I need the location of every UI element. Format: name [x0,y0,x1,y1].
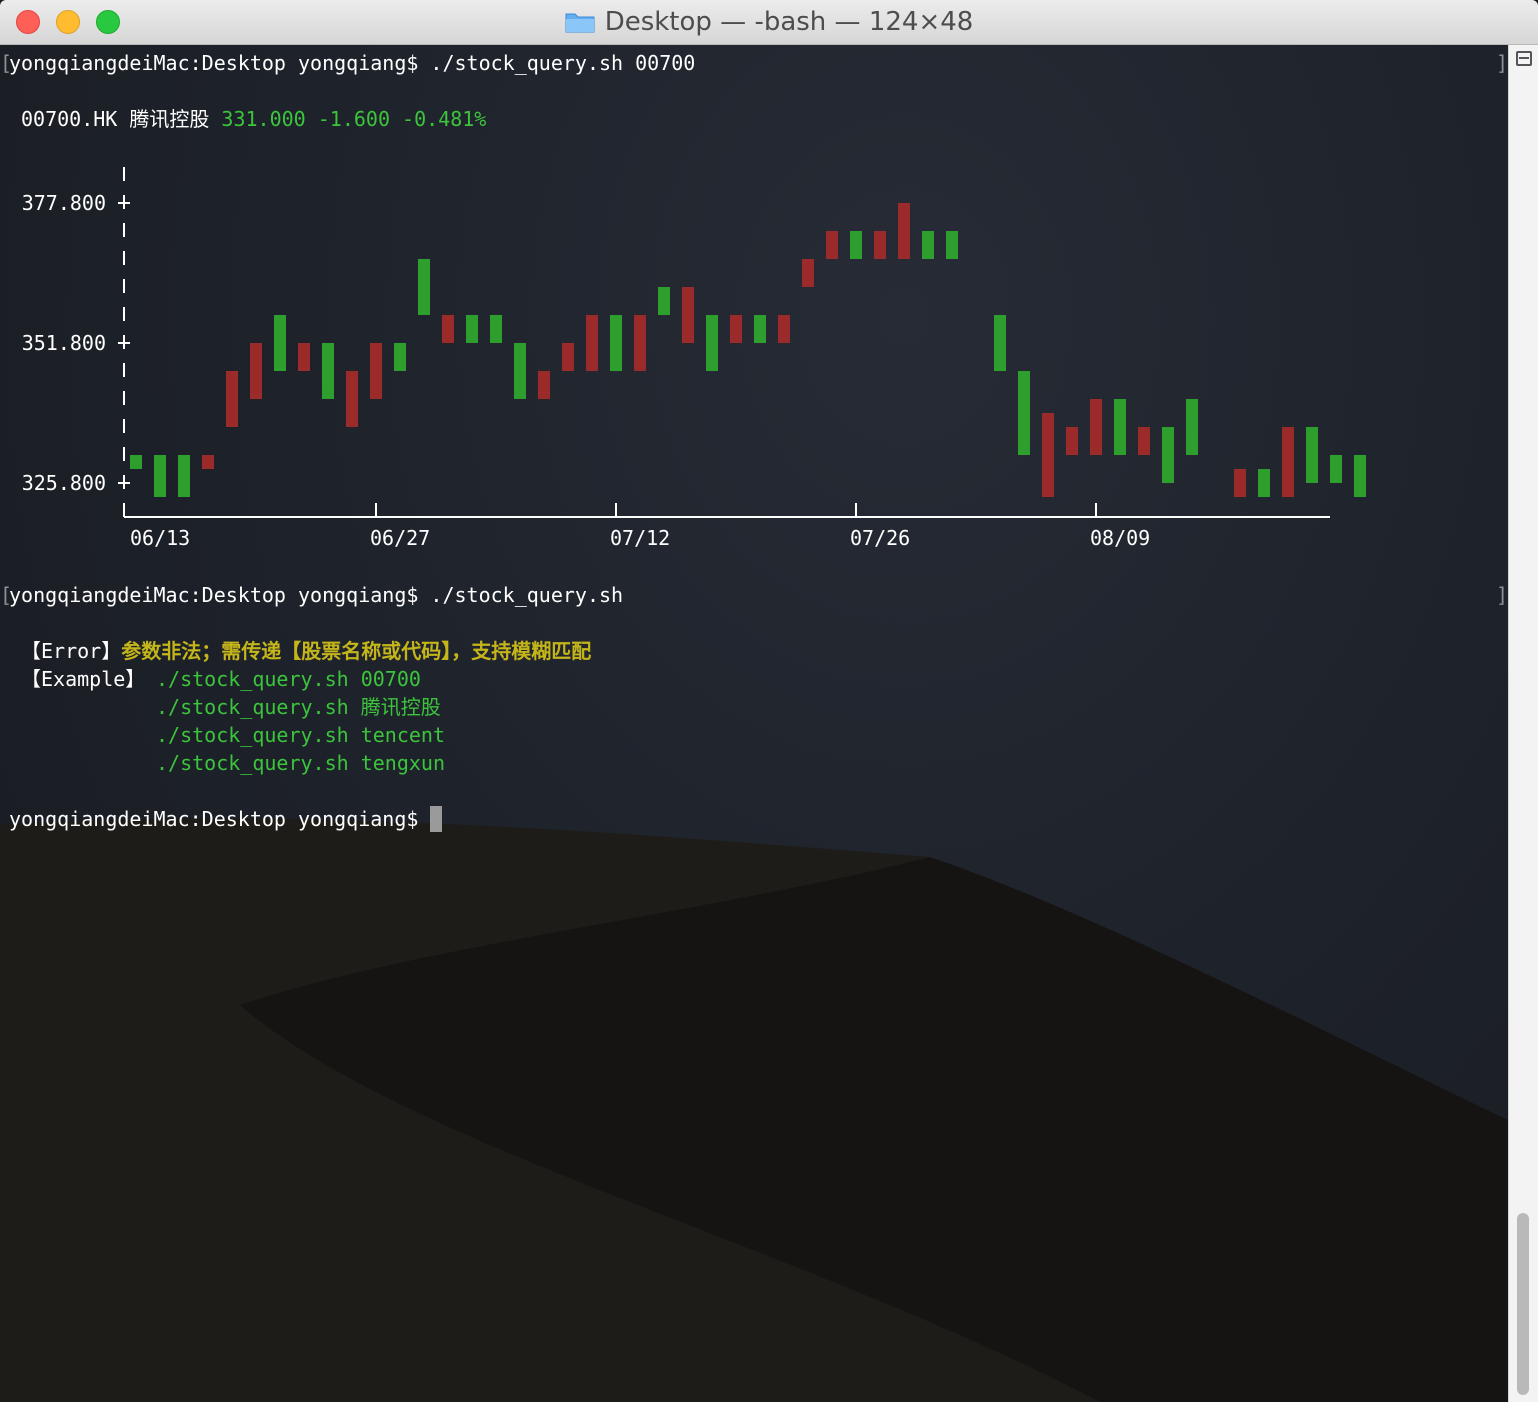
minimize-button[interactable] [56,10,80,34]
stock-chart: 377.800 351.800 325.800 06/13 06/27 07/12 07/2… [22,167,1366,550]
prompt-line-2: yongqiangdeiMac:Desktop yongqiang$ ./sto… [9,583,624,607]
candle-bar [1066,427,1078,455]
mark-bracket-left-2: [ [0,583,13,607]
mark-bracket-right-2: ] [1496,583,1508,607]
candle-bar [202,455,214,469]
close-button[interactable] [16,10,40,34]
x-tick-label: 08/09 [1090,526,1150,550]
candle-bar [826,231,838,259]
prompt-line-3[interactable]: yongqiangdeiMac:Desktop yongqiang$ [9,805,443,833]
mark-bracket-left: [ [0,51,13,75]
mark-bracket-right: ] [1496,51,1508,75]
example-line: ./stock_query.sh tencent [156,723,445,747]
candle-bar [1330,455,1342,483]
example-line: ./stock_query.sh 腾讯控股 [156,695,441,719]
window-title-text: Desktop — -bash — 124×48 [604,7,974,37]
quote-line: 00700.HK 腾讯控股 331.000 -1.600 -0.481% [21,105,486,133]
prompt-line-1: yongqiangdeiMac:Desktop yongqiang$ ./sto… [9,51,696,75]
candle-bar [730,315,742,343]
error-message: 参数非法；需传递【股票名称或代码】，支持模糊匹配 [121,639,592,663]
candle-bar [898,203,910,259]
stock-code: 00700.HK 腾讯控股 [21,107,210,131]
candle-bar [1186,399,1198,455]
candle-bar [922,231,934,259]
candle-bar [706,315,718,371]
candle-bar [346,371,358,427]
candle-bar [418,259,430,315]
x-tick-label: 06/27 [370,526,430,550]
candle-bar [658,287,670,315]
x-tick-label: 07/12 [610,526,670,550]
y-tick-label: 351.800 [22,331,106,355]
candle-bar [1018,371,1030,455]
y-tick-label: 325.800 [22,471,106,495]
candle-bar [1042,413,1054,497]
error-line: 【Error】参数非法；需传递【股票名称或代码】，支持模糊匹配 [21,637,591,665]
vertical-scrollbar[interactable] [1508,45,1538,1402]
candle-bar [778,315,790,343]
title-bar[interactable]: Desktop — -bash — 124×48 [0,0,1538,45]
candle-bar [634,315,646,371]
window-title: Desktop — -bash — 124×48 [0,0,1538,44]
candle-bar [754,315,766,343]
candle-bar [442,315,454,343]
candle-bar [178,455,190,497]
candle-bar [466,315,478,343]
candle-bar [322,343,334,399]
candle-bar [586,315,598,371]
candle-bar [274,315,286,371]
candle-bar [514,343,526,399]
candle-bar [298,343,310,371]
candle-bar [562,343,574,371]
zoom-button[interactable] [96,10,120,34]
scrollbar-thumb[interactable] [1517,1213,1529,1395]
candle-bar [850,231,862,259]
text-cursor [430,806,443,832]
candle-bar [490,315,502,343]
candle-bar [610,315,622,371]
scrollbar-menu-icon[interactable] [1516,51,1532,66]
candle-bar [154,455,166,497]
candle-bar [1162,427,1174,483]
candle-bar [1234,469,1246,497]
candle-bar [1138,427,1150,455]
candle-bar [1306,427,1318,483]
candle-bar [538,371,550,399]
candle-bar [370,343,382,399]
example-tag: 【Example】 [21,667,146,691]
error-tag: 【Error】 [21,639,122,663]
candle-bar [394,343,406,371]
candle-bar [946,231,958,259]
candle-bar [1354,455,1366,497]
candle-bar [1282,427,1294,497]
candle-bar [130,455,142,469]
candle-bar [226,371,238,427]
candle-bar [1114,399,1126,455]
desert-wallpaper [0,818,1508,1402]
folder-icon [565,13,595,33]
candle-bar [1258,469,1270,497]
candle-bar [802,259,814,287]
candle-bar [994,315,1006,371]
y-tick-label: 377.800 [22,191,106,215]
x-tick-label: 06/13 [130,526,190,550]
candle-bar [250,343,262,399]
candle-bar [874,231,886,259]
x-tick-label: 07/26 [850,526,910,550]
candle-bar [1090,399,1102,455]
terminal-content[interactable]: 377.800 351.800 325.800 06/13 06/27 07/12 07/2… [0,45,1508,1402]
current-prompt: yongqiangdeiMac:Desktop yongqiang$ [9,807,431,831]
example-line: ./stock_query.sh 00700 [156,667,421,691]
example-line: ./stock_query.sh tengxun [156,751,445,775]
stock-price-change: 331.000 -1.600 -0.481% [221,107,487,131]
candle-bar [682,287,694,343]
